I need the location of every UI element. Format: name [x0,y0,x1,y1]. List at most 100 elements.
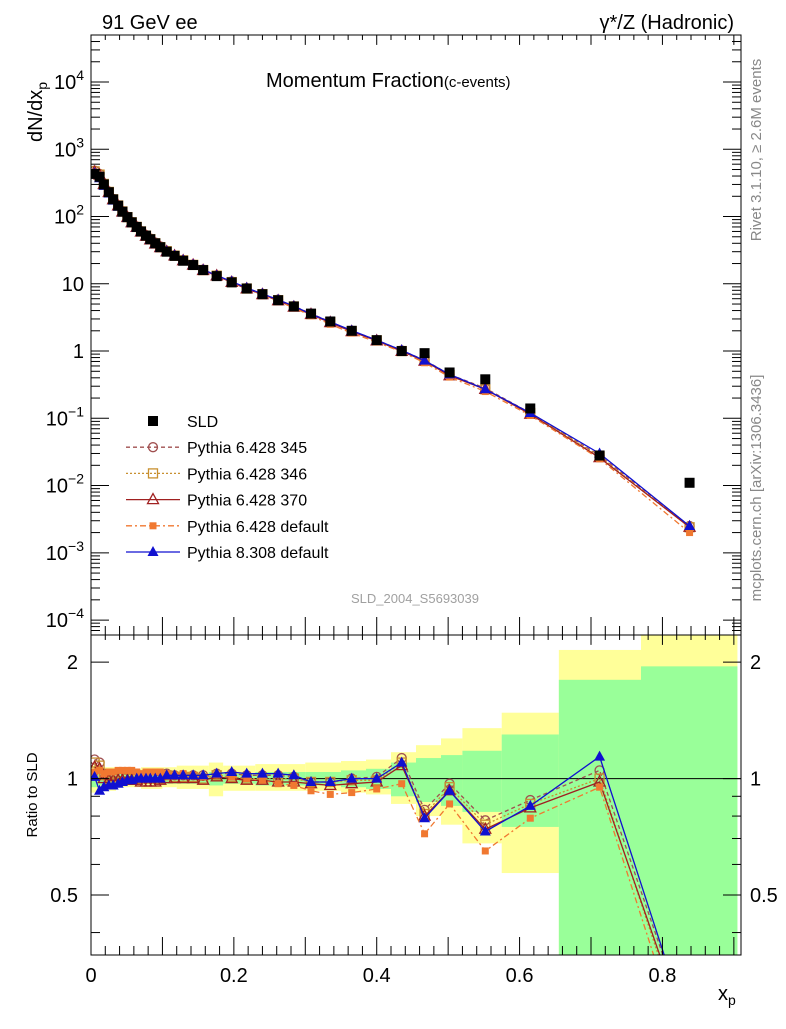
series-3-ratio-point [481,847,489,855]
y-tick-label-top: 102 [54,202,84,229]
series-3-ratio-point [526,814,534,822]
analysis-label: SLD_2004_S5693039 [351,591,479,606]
series-4-ratio-point [324,775,336,786]
legend-marker-0 [147,442,159,453]
legend-label-2: Pythia 6.428 370 [187,493,307,510]
series-3-ratio-point [373,785,381,793]
series-3-ratio-point [274,780,282,788]
main-panel-series [91,164,697,537]
sld-point [226,277,237,288]
y-axis-label-top: dN/dxp [25,82,50,142]
sld-point [113,200,124,211]
y-tick-label-bottom: 2 [67,652,78,674]
sld-point [94,171,105,182]
series-3-ratio-point [96,766,104,774]
series-3-ratio-point [421,830,429,838]
sld-point [103,187,114,198]
sld-point [288,301,299,312]
series-4-ratio-point [154,772,166,783]
x-tick-label: 0.6 [506,965,534,987]
sld-point [98,179,109,190]
sld-point [169,250,180,261]
sld-point [419,348,430,359]
sld-point [122,212,133,223]
series-4-ratio-point [169,769,181,780]
series-4-line [94,172,691,527]
sld-point [480,374,491,385]
sld-point [273,295,284,306]
x-tick-label: 0 [85,965,96,987]
series-3-ratio-point [118,766,126,774]
legend: SLD Pythia 6.428 345 Pythia 6.428 346 Pythi… [126,414,329,562]
series-3-ratio-point [326,790,334,798]
x-axis-label: xp [718,983,736,1008]
sld-point [198,265,209,276]
ratio-panel-frame [90,634,742,956]
series-3-ratio-point [258,776,266,784]
series-4-ratio-point [594,750,606,761]
y-tick-label-bottom-right: 1 [750,769,761,791]
y-tick-label-bottom-right: 0.5 [750,885,778,907]
y-tick-label-top: 103 [54,134,84,161]
x-tick-label: 0.4 [363,965,391,987]
sld-point [178,255,189,266]
series-4-ratio-point [305,775,317,786]
sld-point [396,346,407,357]
sld-point [108,194,119,205]
y-tick-label-top: 104 [54,67,84,94]
series-4-ratio-point [479,825,491,836]
sld-point [594,450,605,461]
series-3-ratio-point [114,766,122,774]
series-3-ratio-point [290,781,298,789]
mcplots-label: mcplots.cern.ch [arXiv:1306.3436] [748,375,765,602]
series-4-ratio-point [288,769,300,780]
series-3-ratio-point [109,768,117,776]
series-3-line [94,172,691,534]
legend-marker-4 [147,546,159,556]
axis-tick-labels: 0 0.2 0.4 0.6 0.810410310210110−110−210−310−… [46,67,778,987]
series-4-ratio-point [524,799,536,810]
series-3-ratio-point [596,783,604,791]
rivet-label: Rivet 3.1.10, ≥ 2.6M events [748,59,765,242]
legend-label-sld: SLD [187,414,218,431]
series-3-ratio-point [105,768,113,776]
chart-title: Momentum Fraction(c-events) [266,70,511,92]
series-4-point [419,354,431,365]
series-4-ratio-point [396,756,408,767]
series-4-ratio-point [197,769,209,780]
y-tick-label-bottom-right: 2 [750,652,761,674]
uncertainty-bands [91,635,738,955]
band-green-18 [641,666,738,955]
legend-marker-3 [149,522,157,530]
header-left: 91 GeV ee [102,12,198,34]
series-4-point [479,383,491,394]
legend-marker-2 [146,492,160,505]
sld-point [444,367,455,378]
x-tick-label: 0.8 [649,965,677,987]
y-tick-label-top: 10−4 [46,605,84,632]
sld-point [241,283,252,294]
sld-point [525,403,536,414]
series-4-ratio-point [371,772,383,783]
ratio-panel-series [91,750,665,955]
band-green-15 [462,750,502,812]
series-3-ratio-point [156,768,164,776]
series-4-ratio-point [256,767,268,778]
series-4-ratio-point [419,812,431,823]
x-tick-label: 0.2 [220,965,248,987]
y-tick-label-bottom: 0.5 [50,885,78,907]
series-4-ratio-point [346,772,358,783]
legend-label-4: Pythia 8.308 default [187,545,329,562]
axis-ticks [90,34,741,955]
sld-point [325,316,336,327]
y-axis-label-bottom: Ratio to SLD [24,752,41,837]
sld-point [211,271,222,282]
legend-label-3: Pythia 6.428 default [187,519,329,536]
y-tick-label-bottom: 1 [67,769,78,791]
sld-point [371,335,382,346]
series-3-ratio-point [228,773,236,781]
sld-point [346,325,357,336]
sld-point [257,289,268,300]
series-3-ratio-point [398,780,406,788]
